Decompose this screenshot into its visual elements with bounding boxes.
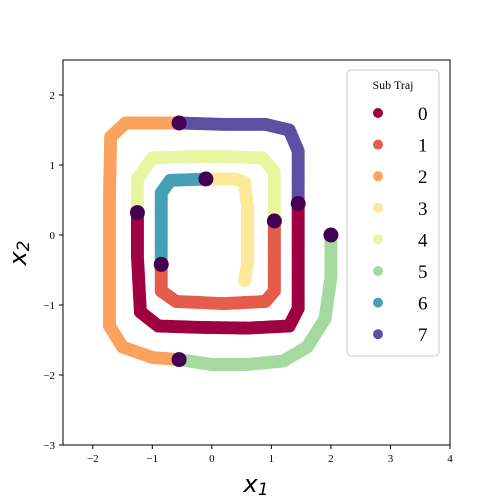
x-tick-label: 3	[388, 453, 394, 465]
x-tick-label: 0	[209, 453, 215, 465]
series-3	[199, 172, 255, 287]
legend-label: 0	[418, 104, 428, 125]
legend-marker	[373, 171, 383, 182]
y-tick-label: 1	[50, 160, 56, 172]
y-tick-label: −1	[43, 300, 55, 312]
x-tick-label: 4	[447, 453, 453, 465]
y-tick-label: 0	[50, 230, 56, 242]
x-axis-label: x1	[242, 470, 268, 500]
legend-marker	[373, 266, 383, 276]
y-tick-label: 2	[50, 90, 56, 102]
y-tick-label: −3	[43, 440, 55, 452]
legend-marker	[373, 139, 383, 150]
x-tick-label: −1	[146, 453, 158, 465]
start-marker	[171, 352, 187, 368]
series-4	[130, 150, 281, 228]
start-marker	[323, 227, 339, 243]
x-tick-label: 1	[269, 453, 275, 465]
data-marks	[102, 116, 338, 371]
legend-title: Sub Traj	[372, 78, 413, 92]
data-point	[238, 274, 252, 287]
start-marker	[198, 171, 214, 187]
series-6	[154, 172, 213, 271]
legend-marker	[373, 297, 383, 308]
legend-marker	[373, 202, 383, 213]
x-tick-label: 2	[328, 453, 334, 465]
x-tick-label: −2	[87, 453, 99, 465]
start-markers	[129, 115, 339, 368]
legend-label: 3	[418, 199, 428, 220]
series-7	[172, 116, 305, 210]
start-marker	[171, 115, 187, 131]
x-axis: −2 −1 0 1 2 3 4	[87, 445, 453, 465]
legend-entries: 0 1 2 3 4 5 6 7	[373, 104, 428, 346]
series-0	[130, 197, 305, 335]
legend-label: 2	[418, 167, 428, 188]
legend-label: 1	[418, 136, 428, 157]
y-axis-label: x2	[4, 240, 34, 266]
legend-label: 4	[418, 230, 428, 251]
y-axis: −3 −2 −1 0 1 2	[43, 90, 63, 452]
start-marker	[290, 196, 306, 211]
legend-box	[346, 69, 440, 357]
start-marker	[266, 213, 282, 229]
legend-label: 6	[418, 294, 428, 315]
series-1	[154, 214, 281, 311]
legend-label: 7	[418, 325, 428, 346]
legend-marker	[373, 234, 383, 245]
start-marker	[153, 256, 169, 272]
legend-label: 5	[418, 262, 428, 283]
legend-marker	[373, 108, 383, 118]
legend-marker	[373, 329, 383, 340]
legend: Sub Traj 0 1 2 3 4 5 6 7	[346, 69, 440, 357]
y-tick-label: −2	[43, 370, 55, 382]
plot-frame	[62, 59, 451, 446]
series-2	[102, 116, 186, 367]
start-marker	[129, 205, 145, 221]
